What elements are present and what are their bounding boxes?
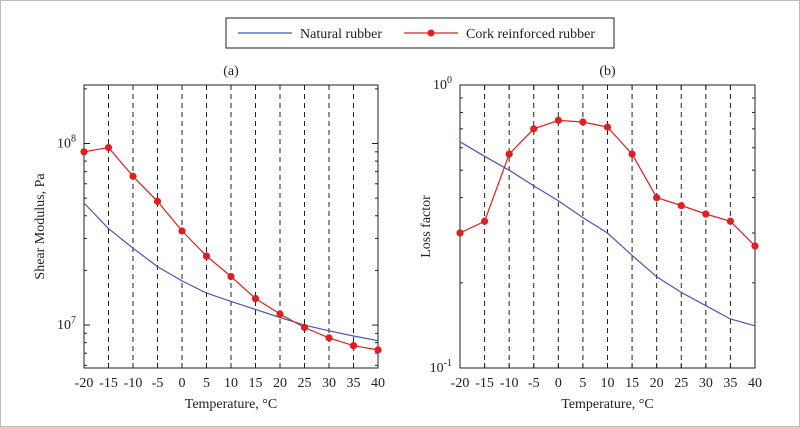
data-point	[579, 118, 587, 126]
data-point	[505, 150, 513, 158]
x-tick-label: -10	[124, 376, 143, 391]
legend-cork-rubber-label: Cork reinforced rubber	[466, 27, 595, 42]
x-tick-label: 35	[723, 376, 737, 391]
data-point	[726, 217, 735, 225]
x-tick-label: 30	[322, 376, 336, 391]
data-point	[325, 334, 333, 342]
data-point	[751, 242, 759, 250]
y-axis-label: Loss factor	[419, 195, 434, 258]
x-tick-label: 35	[347, 376, 361, 391]
x-tick-label: -20	[451, 376, 470, 391]
data-point	[80, 148, 88, 156]
x-tick-label: -5	[152, 376, 164, 391]
chart-title: (a)	[223, 64, 239, 79]
data-point	[628, 150, 636, 158]
data-point	[603, 123, 612, 131]
x-tick-label: 0	[555, 376, 562, 391]
data-point	[300, 323, 309, 332]
x-tick-label: 10	[224, 376, 238, 391]
x-tick-label: 40	[748, 376, 762, 391]
x-tick-label: 15	[625, 376, 639, 391]
x-axis-label: Temperature, °C	[185, 397, 277, 412]
data-point	[104, 143, 113, 152]
data-point	[202, 252, 211, 260]
x-axis-label: Temperature, °C	[561, 397, 653, 412]
data-point	[554, 116, 562, 124]
data-point	[349, 342, 358, 350]
series-line-natural-rubber	[83, 202, 379, 342]
data-point	[276, 310, 284, 318]
x-tick-label: -15	[475, 376, 494, 391]
chart-a: -20 -15 -10 -5 0 5 10 15 20 25 30 35 40107108(a)Temp…	[33, 64, 385, 412]
data-point	[227, 272, 235, 281]
data-point	[251, 294, 260, 303]
data-point	[530, 125, 538, 133]
x-tick-label: -5	[528, 376, 540, 391]
chart-b: -20 -15 -10 -5 0 5 10 15 20 25 30 35 4010-1100(b)Tem…	[419, 64, 762, 412]
x-tick-label: -10	[500, 376, 519, 391]
data-point	[480, 217, 489, 225]
x-tick-label: 15	[249, 376, 263, 391]
legend-cork-rubber-marker	[427, 29, 435, 37]
x-tick-label: 5	[203, 376, 210, 391]
x-tick-label: 25	[298, 376, 312, 391]
chart-title: (b)	[599, 64, 616, 79]
x-tick-label: 5	[579, 376, 586, 391]
legend: Natural rubber Cork reinforced rubber	[225, 17, 615, 49]
data-point	[178, 227, 186, 235]
x-tick-label: 20	[273, 376, 287, 391]
x-tick-label: 20	[650, 376, 664, 391]
data-point	[129, 172, 137, 180]
data-point	[653, 194, 661, 202]
series-line-natural-rubber	[459, 141, 756, 327]
x-tick-label: 25	[674, 376, 688, 391]
x-tick-label: 40	[371, 376, 385, 391]
data-point	[702, 210, 710, 218]
x-tick-label: 0	[179, 376, 186, 391]
data-point	[374, 346, 382, 354]
data-point	[153, 197, 162, 205]
x-tick-label: 10	[601, 376, 615, 391]
legend-natural-rubber-label: Natural rubber	[300, 27, 382, 42]
x-tick-label: 30	[699, 376, 713, 391]
data-point	[456, 229, 464, 237]
x-tick-label: -15	[99, 376, 118, 391]
data-point	[677, 201, 685, 210]
x-tick-label: -20	[75, 376, 94, 391]
y-axis-label: Shear Modulus, Pa	[33, 173, 48, 280]
